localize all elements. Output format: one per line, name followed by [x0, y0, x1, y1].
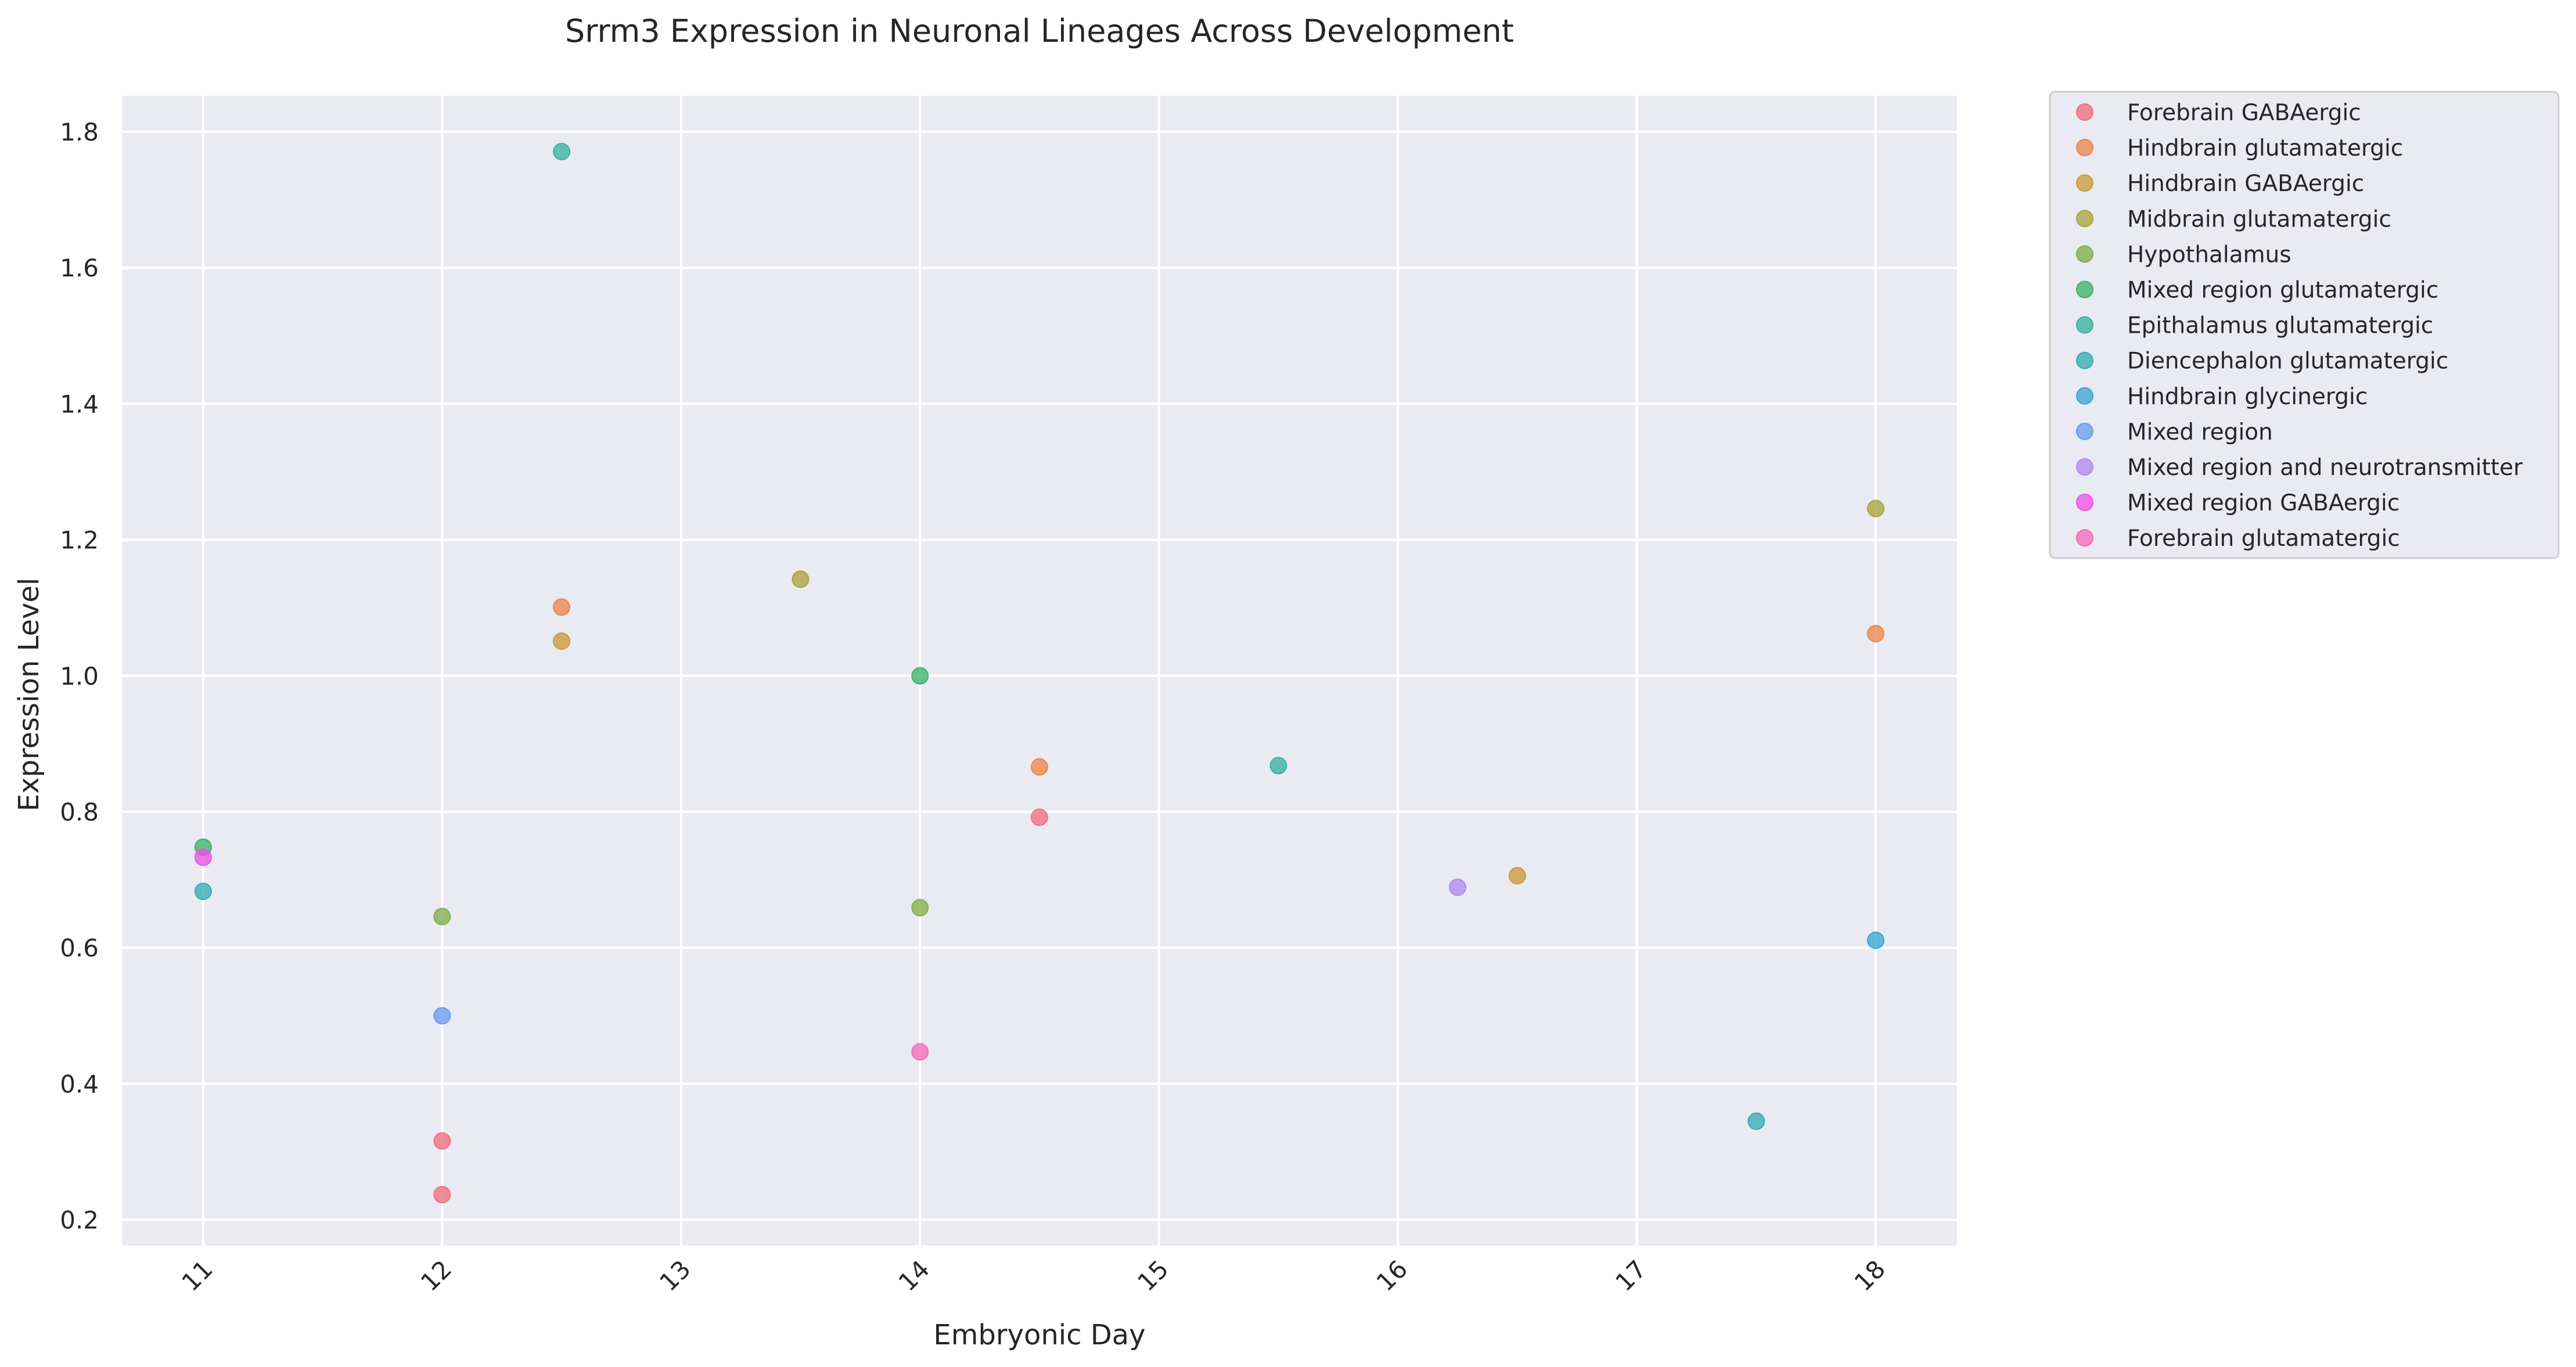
legend-label: Hindbrain glycinergic [2127, 384, 2368, 410]
legend-marker [2076, 210, 2093, 228]
legend-marker [2076, 351, 2093, 369]
data-point [1867, 625, 1885, 643]
legend-marker [2076, 529, 2093, 547]
data-point [911, 1043, 929, 1061]
y-tick-label: 1.2 [60, 526, 99, 555]
chart-title: Srrm3 Expression in Neuronal Lineages Ac… [565, 13, 1514, 49]
y-tick-label: 1.0 [60, 662, 99, 690]
grid-lines [122, 96, 1957, 1246]
legend-label: Midbrain glutamatergic [2127, 206, 2391, 232]
x-tick-label: 18 [1849, 1255, 1891, 1297]
data-point [433, 1186, 451, 1204]
x-tick-label: 17 [1610, 1255, 1652, 1297]
y-tick-label: 0.8 [60, 798, 99, 826]
y-axis-label: Expression Level [13, 578, 45, 812]
data-point [911, 667, 929, 685]
legend-marker [2076, 494, 2093, 512]
x-tick-label: 12 [415, 1255, 457, 1297]
data-points [194, 143, 1885, 1204]
legend-frame [2049, 91, 2560, 559]
data-point [194, 882, 212, 900]
data-point [1031, 758, 1048, 776]
legend-marker [2076, 422, 2093, 440]
y-tick-label: 1.6 [60, 254, 99, 282]
legend-label: Hypothalamus [2127, 242, 2291, 268]
data-point [433, 1132, 451, 1150]
data-point [1449, 878, 1467, 896]
y-tick-label: 1.8 [60, 118, 99, 146]
x-tick-label: 11 [176, 1255, 218, 1297]
data-point [791, 570, 810, 588]
legend-marker [2076, 280, 2093, 298]
data-point [1031, 808, 1048, 826]
plot-area [122, 96, 1957, 1246]
data-point [1867, 931, 1885, 949]
legend-label: Mixed region [2127, 419, 2273, 445]
y-tick-label: 0.4 [60, 1070, 99, 1098]
legend-label: Forebrain glutamatergic [2127, 526, 2400, 552]
x-axis-label: Embryonic Day [933, 1319, 1145, 1351]
x-tick-label: 14 [893, 1255, 935, 1297]
data-point [433, 1007, 451, 1025]
legend-label: Epithalamus glutamatergic [2127, 313, 2433, 339]
legend-label: Hindbrain GABAergic [2127, 171, 2364, 197]
x-tick-label: 15 [1132, 1255, 1174, 1297]
y-tick-label: 1.4 [60, 390, 99, 418]
x-tick-label: 16 [1371, 1255, 1413, 1297]
data-point [553, 598, 571, 616]
data-point [1269, 757, 1287, 775]
legend-marker [2076, 139, 2093, 157]
legend-label: Mixed region and neurotransmitter [2127, 455, 2523, 481]
legend-label: Hindbrain glutamatergic [2127, 135, 2403, 161]
legend-label: Mixed region glutamatergic [2127, 278, 2438, 304]
legend-label: Mixed region GABAergic [2127, 490, 2399, 516]
y-tick-label: 0.6 [60, 934, 99, 962]
data-point [1867, 499, 1885, 517]
data-point [1508, 867, 1526, 885]
legend-marker [2076, 174, 2093, 192]
x-tick-label: 13 [654, 1255, 696, 1297]
data-point [194, 848, 212, 866]
data-point [553, 632, 571, 650]
data-point [553, 143, 571, 161]
y-tick-label: 0.2 [60, 1206, 99, 1235]
legend-marker [2076, 245, 2093, 263]
legend-marker [2076, 458, 2093, 476]
legend-marker [2076, 387, 2093, 405]
legend: Forebrain GABAergic Hindbrain glutamaterg… [2049, 91, 2560, 559]
data-point [911, 899, 929, 917]
data-point [433, 908, 451, 926]
legend-label: Forebrain GABAergic [2127, 100, 2361, 126]
legend-marker [2076, 316, 2093, 334]
legend-marker [2076, 103, 2093, 121]
data-point [1747, 1112, 1765, 1130]
legend-label: Diencephalon glutamatergic [2127, 348, 2448, 375]
